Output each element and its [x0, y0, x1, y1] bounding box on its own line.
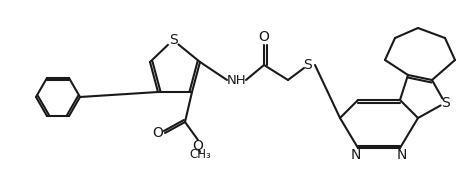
Text: N: N — [397, 148, 407, 162]
Text: S: S — [441, 96, 449, 110]
Text: O: O — [192, 139, 204, 153]
Text: O: O — [153, 126, 163, 140]
Text: S: S — [304, 58, 312, 72]
Text: N: N — [351, 148, 361, 162]
Text: O: O — [259, 30, 269, 44]
Text: S: S — [169, 33, 177, 47]
Text: NH: NH — [227, 74, 247, 87]
Text: CH₃: CH₃ — [189, 147, 211, 160]
